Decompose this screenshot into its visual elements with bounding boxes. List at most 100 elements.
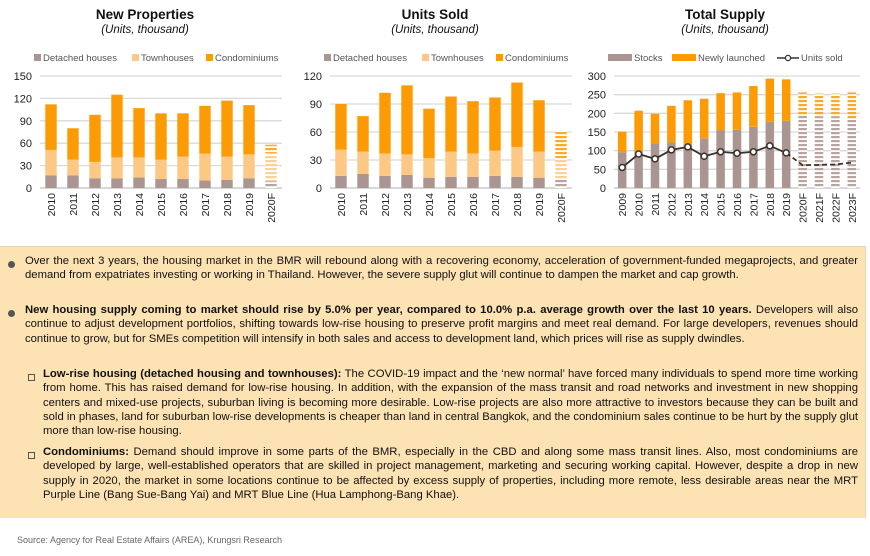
bar-detached-houses [111, 178, 123, 188]
bar-condominiums [199, 105, 211, 154]
bar-detached-houses [401, 174, 413, 188]
bar-condominiums [379, 92, 391, 154]
bar-townhouses [199, 153, 211, 181]
paragraph-condominiums-text: Demand should improve in some parts of t… [43, 446, 858, 501]
paragraph-low-rise: Low-rise housing (detached housing and t… [43, 367, 858, 438]
bar-townhouses [445, 151, 457, 177]
y-tick-label: 60 [20, 138, 32, 150]
bar-condominiums [111, 94, 123, 158]
chart-title: Total Supply [685, 7, 765, 22]
bar-townhouses [401, 154, 413, 175]
x-tick-label: 2018 [765, 193, 777, 217]
bar-detached-houses [45, 175, 57, 188]
y-tick-label: 150 [14, 71, 32, 83]
bar-townhouses [357, 151, 369, 174]
bar-condominiums [511, 82, 523, 147]
paragraph-supply-bold: New housing supply coming to market shou… [25, 304, 752, 316]
legend-label: Newly launched [698, 53, 765, 64]
bar-detached-houses [89, 178, 101, 188]
line-point [634, 150, 643, 158]
x-tick-label: 2015 [716, 193, 728, 217]
bar-condominiums [401, 85, 413, 155]
legend-swatch [608, 54, 632, 61]
x-tick-label: 2012 [380, 193, 392, 217]
bar-stocks [814, 116, 824, 188]
line-point [667, 146, 676, 154]
y-tick-label: 250 [588, 90, 606, 102]
bar-newly-launched [765, 78, 775, 122]
bar-stocks [749, 126, 758, 188]
bar-stocks [847, 117, 857, 188]
bar-newly-launched [699, 98, 709, 139]
bar-newly-launched [749, 86, 758, 127]
x-tick-label: 2016 [468, 193, 480, 217]
bar-detached-houses [423, 177, 435, 188]
bar-newly-launched [798, 92, 807, 115]
bar-newly-launched [814, 93, 824, 117]
chart-units-sold: Units Sold (Units, thousand) 0 30 60 90 120 D… [290, 0, 580, 235]
y-tick-label: 60 [310, 127, 322, 139]
bar-detached-houses [133, 177, 145, 188]
y-tick-label: 50 [594, 164, 606, 176]
line-point [684, 143, 692, 151]
bar-detached-houses [243, 178, 255, 188]
x-tick-label: 2015 [446, 193, 458, 217]
bar-detached-houses [265, 181, 277, 188]
commentary-box: Over the next 3 years, the housing marke… [0, 246, 866, 518]
bar-townhouses [221, 156, 233, 180]
bar-detached-houses [379, 175, 391, 188]
bar-stocks [683, 144, 693, 188]
y-tick-label: 120 [304, 71, 322, 83]
line-point [700, 152, 708, 161]
bar-newly-launched [831, 93, 840, 117]
bar-townhouses [133, 157, 145, 178]
x-tick-label: 2019 [244, 193, 256, 217]
bar-condominiums [265, 144, 277, 153]
paragraph-supply-text: Developers will also continue to adjust … [25, 304, 858, 345]
bar-detached-houses [555, 179, 567, 188]
x-tick-label: 2018 [222, 193, 234, 217]
bar-detached-houses [511, 176, 523, 188]
y-tick-label: 200 [588, 108, 606, 120]
bar-detached-houses [177, 179, 189, 188]
x-tick-label: 2017 [490, 193, 502, 217]
chart-title: Units Sold [401, 7, 469, 22]
bar-townhouses [379, 153, 391, 176]
bar-townhouses [489, 150, 501, 176]
x-tick-label: 2018 [512, 193, 524, 217]
bar-newly-launched [667, 105, 676, 143]
y-tick-label: 90 [20, 116, 32, 128]
bar-stocks [699, 138, 709, 188]
chart-subtitle: (Units, thousand) [391, 24, 479, 36]
bar-stocks [765, 121, 775, 188]
bar-condominiums [533, 100, 545, 152]
chart-svg: 0 50 100 150 200 250 300 Stocks Newly launched Un… [588, 53, 860, 223]
legend-label: Townhouses [431, 53, 484, 64]
x-tick-label: 2012 [666, 193, 678, 217]
y-tick-label: 300 [588, 71, 606, 83]
bar-townhouses [423, 158, 435, 178]
x-tick-label: 2014 [424, 193, 436, 217]
chart-svg: 0 30 60 90 120 Detached houses Townhouses Condo… [304, 53, 572, 223]
bar-condominiums [243, 105, 255, 155]
x-tick-label: 2012 [90, 193, 102, 217]
bar-condominiums [445, 96, 457, 152]
bar-townhouses [533, 151, 545, 178]
x-tick-label: 2013 [112, 193, 124, 217]
chart-svg: 0 30 60 90 120 150 Detached houses Townhouses Co… [14, 53, 282, 223]
chart-title: New Properties [95, 7, 195, 22]
bar-newly-launched [781, 79, 791, 121]
bar-condominiums [555, 131, 567, 159]
bar-condominiums [489, 97, 501, 151]
line-point [618, 163, 626, 172]
chart-total-supply: Total Supply (Units, thousand) 0 50 100 150… [580, 0, 870, 235]
bar-townhouses [243, 154, 255, 179]
x-tick-label: 2014 [699, 193, 711, 217]
bar-townhouses [335, 149, 347, 176]
legend-label: Units sold [801, 53, 843, 64]
bar-detached-houses [67, 175, 79, 188]
line-point [766, 142, 774, 150]
bar-townhouses [67, 159, 79, 176]
bar-stocks [732, 129, 742, 188]
bar-condominiums [67, 128, 79, 160]
